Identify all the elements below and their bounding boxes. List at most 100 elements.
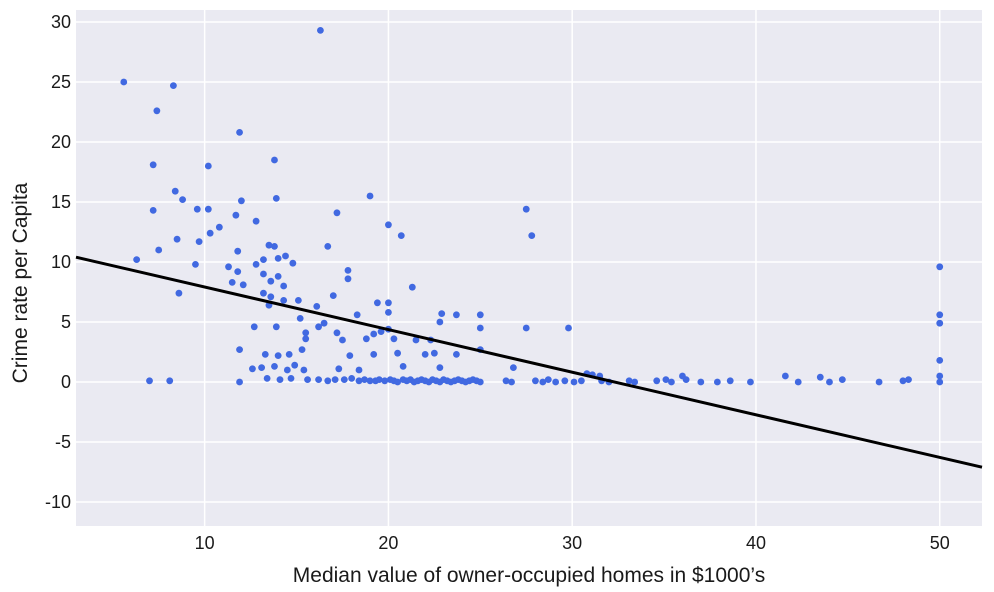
y-tick-label: 20 (51, 132, 71, 152)
data-point (179, 196, 186, 204)
data-point (625, 377, 633, 385)
data-point (385, 299, 392, 307)
data-point (577, 377, 585, 385)
data-point (289, 259, 297, 267)
data-point (204, 205, 212, 213)
data-point (274, 255, 282, 262)
data-point (697, 378, 705, 386)
data-point (339, 336, 346, 344)
regression-line (75, 255, 983, 469)
data-point (285, 351, 293, 358)
data-point (344, 267, 352, 274)
data-point (353, 311, 361, 319)
data-point (430, 349, 438, 357)
data-point (366, 377, 374, 385)
data-point (390, 335, 398, 343)
data-point (838, 376, 846, 383)
data-point (313, 303, 321, 310)
data-point (304, 376, 311, 383)
data-point (631, 378, 639, 386)
data-point (421, 351, 429, 358)
data-point (173, 235, 181, 243)
data-point (502, 377, 510, 385)
data-point (936, 319, 944, 327)
data-point (324, 243, 332, 250)
data-point (267, 293, 275, 301)
x-axis-label: Median value of owner-occupied homes in … (293, 564, 765, 587)
data-point (267, 277, 275, 285)
data-point (570, 378, 578, 386)
data-point (300, 366, 308, 374)
x-tick-label: 10 (195, 533, 215, 553)
data-point (146, 377, 153, 385)
data-point (476, 311, 484, 319)
data-point (263, 375, 271, 382)
data-point (149, 207, 157, 214)
y-tick-label: 10 (51, 252, 71, 272)
data-point (816, 373, 824, 381)
data-point (271, 243, 278, 250)
data-point (781, 372, 789, 380)
data-point (237, 197, 245, 205)
data-point (340, 376, 348, 383)
data-point (333, 209, 341, 217)
data-point (936, 311, 944, 319)
data-point (331, 376, 339, 383)
data-point (370, 351, 378, 358)
data-point (298, 346, 306, 353)
data-point (153, 107, 161, 115)
data-point (370, 330, 378, 338)
data-point (260, 289, 267, 297)
data-point (539, 378, 547, 386)
data-point (329, 292, 337, 299)
y-tick-labels: -10 -5 0 5 10 15 20 25 30 (45, 12, 71, 512)
data-point (252, 261, 260, 268)
data-point (302, 335, 310, 343)
data-point (274, 352, 282, 359)
x-tick-label: 30 (562, 533, 582, 553)
data-point (258, 364, 266, 371)
data-point (250, 323, 258, 331)
data-point (561, 377, 569, 385)
data-point (320, 319, 328, 327)
data-point (335, 365, 343, 373)
data-point (653, 377, 661, 385)
data-point (381, 377, 389, 385)
data-point (272, 195, 280, 202)
data-point (236, 378, 243, 386)
data-point (726, 377, 734, 385)
data-point (453, 351, 460, 358)
data-point (291, 361, 299, 369)
y-tick-label: 5 (61, 312, 71, 332)
data-point (344, 275, 352, 283)
data-point (875, 378, 883, 386)
y-tick-label: -10 (45, 492, 71, 512)
data-point (171, 187, 179, 195)
x-tick-label: 40 (746, 533, 766, 553)
data-point (348, 375, 356, 382)
data-point (232, 211, 240, 219)
data-point (936, 378, 944, 386)
data-point (532, 377, 539, 385)
data-point (274, 273, 282, 280)
data-point (399, 363, 407, 370)
x-tick-label: 20 (378, 533, 398, 553)
data-point (375, 376, 383, 383)
data-point (283, 366, 291, 374)
data-point (453, 311, 460, 319)
data-point (272, 323, 280, 331)
y-tick-label: -5 (55, 432, 71, 452)
data-point (408, 283, 416, 291)
data-point (228, 279, 236, 286)
y-tick-label: 30 (51, 12, 71, 32)
data-point (436, 318, 444, 326)
data-point (276, 376, 284, 383)
data-point (260, 270, 267, 278)
y-tick-label: 15 (51, 192, 71, 212)
data-point (302, 329, 310, 337)
data-point (385, 309, 392, 316)
data-point (175, 289, 183, 297)
y-tick-label: 0 (61, 372, 71, 392)
data-point (225, 263, 232, 271)
data-point (355, 377, 363, 385)
